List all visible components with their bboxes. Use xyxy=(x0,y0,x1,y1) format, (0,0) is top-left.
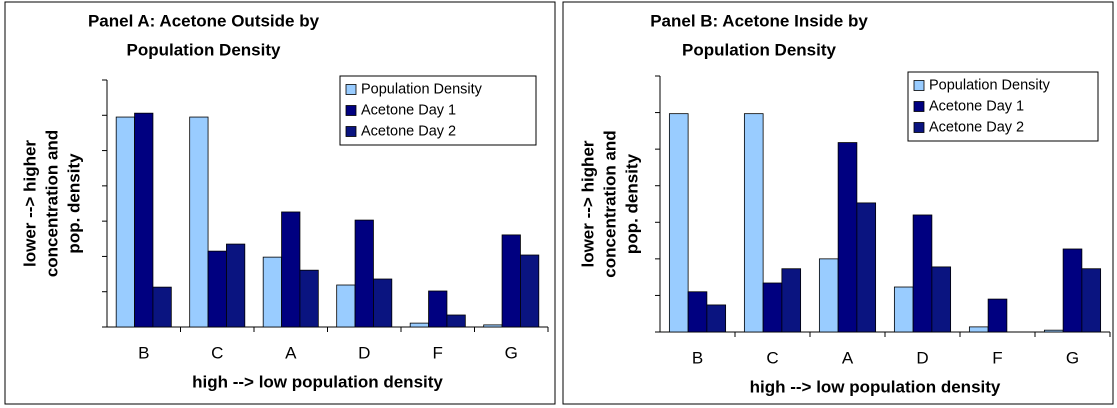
bar xyxy=(207,250,227,328)
legend-label: Acetone Day 1 xyxy=(361,102,456,118)
y-axis-label: concentration and xyxy=(42,130,61,277)
legend-box xyxy=(339,75,537,146)
x-tick-label: A xyxy=(842,348,854,367)
x-tick-label: B xyxy=(138,343,149,362)
bar xyxy=(1062,248,1083,333)
chart-subtitle: Population Density xyxy=(127,40,282,59)
bar xyxy=(687,291,708,333)
bar xyxy=(189,116,209,328)
x-axis-label: high --> low population density xyxy=(750,377,1001,396)
legend-label: Acetone Day 2 xyxy=(361,123,456,139)
bar xyxy=(1043,329,1064,333)
bar xyxy=(706,304,727,333)
bar xyxy=(818,258,839,333)
bar xyxy=(483,324,503,328)
bar xyxy=(781,268,802,333)
bar xyxy=(428,290,448,328)
legend-swatch xyxy=(913,101,925,112)
bar xyxy=(373,278,393,328)
bar xyxy=(912,214,933,333)
x-tick-label: F xyxy=(433,343,443,362)
legend-swatch xyxy=(345,84,357,95)
y-axis-label: pop. density xyxy=(622,153,641,254)
bar xyxy=(1081,268,1102,333)
bar xyxy=(226,243,246,328)
bar xyxy=(354,219,374,328)
x-axis-label: high --> low population density xyxy=(192,372,443,391)
bar xyxy=(501,234,521,328)
x-tick-label: C xyxy=(211,343,223,362)
chart-title: Panel B: Acetone Inside by xyxy=(650,11,868,30)
bar xyxy=(968,326,989,333)
bar xyxy=(668,113,689,333)
bar xyxy=(931,266,952,333)
x-tick-label: B xyxy=(692,348,703,367)
chart-title: Panel A: Acetone Outside by xyxy=(88,11,320,30)
legend-label: Acetone Day 1 xyxy=(929,98,1024,114)
x-tick-label: G xyxy=(505,343,518,362)
bar xyxy=(299,269,319,328)
bar xyxy=(520,254,540,328)
x-tick-label: D xyxy=(358,343,370,362)
bar xyxy=(837,142,858,333)
bar xyxy=(115,116,135,328)
legend-swatch xyxy=(345,126,357,137)
y-axis-label: concentration and xyxy=(600,130,619,277)
y-axis-label: lower --> higher xyxy=(20,140,39,267)
bar xyxy=(281,211,301,328)
bar xyxy=(336,284,356,328)
legend-label: Population Density xyxy=(929,77,1051,93)
legend-swatch xyxy=(345,105,357,116)
bar xyxy=(134,112,154,328)
legend-swatch xyxy=(913,80,925,91)
bar xyxy=(152,286,172,328)
legend-label: Population Density xyxy=(361,81,483,97)
bar xyxy=(446,314,466,328)
x-tick-label: G xyxy=(1066,348,1079,367)
x-tick-label: F xyxy=(992,348,1002,367)
legend-swatch xyxy=(913,122,925,133)
x-tick-label: C xyxy=(766,348,778,367)
x-tick-label: D xyxy=(916,348,928,367)
bar xyxy=(893,286,914,333)
bar xyxy=(409,322,429,328)
chart-subtitle: Population Density xyxy=(682,40,837,59)
bar xyxy=(762,282,783,333)
y-axis-label: lower --> higher xyxy=(578,140,597,267)
legend-label: Acetone Day 2 xyxy=(929,119,1024,135)
legend-box xyxy=(907,71,1099,142)
bar xyxy=(856,202,877,333)
x-tick-label: A xyxy=(285,343,297,362)
bar xyxy=(987,298,1008,333)
panel-frame xyxy=(4,1,556,405)
y-axis-label: pop. density xyxy=(64,153,83,254)
bar xyxy=(743,113,764,333)
bar xyxy=(262,256,282,328)
